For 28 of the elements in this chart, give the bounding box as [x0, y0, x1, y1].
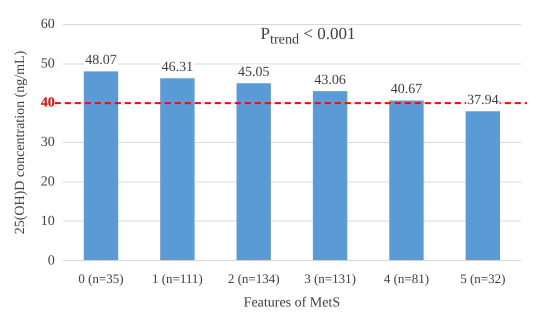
- data-label: 37.94: [467, 92, 499, 108]
- x-tick-label: 0 (n=35): [78, 270, 124, 286]
- bar: [312, 91, 348, 260]
- data-label: 46.31: [162, 60, 194, 75]
- x-axis-title: Features of MetS: [244, 295, 340, 310]
- y-tick-label: 20: [40, 174, 55, 190]
- annotation: P$_{trend}$ < 0.001: [260, 24, 356, 48]
- x-tick-label: 3 (n=131): [304, 270, 356, 286]
- y-tick-label: 30: [40, 135, 55, 150]
- bar: [389, 100, 424, 260]
- y-tick-label: 0: [48, 253, 55, 268]
- y-tick-label: 50: [40, 56, 55, 72]
- bar: [84, 71, 118, 260]
- y-axis-title: 25(OH)D concentration (ng/mL): [13, 50, 28, 234]
- y-tick-label: 10: [40, 214, 55, 229]
- bar: [466, 111, 500, 260]
- bar: [236, 83, 271, 260]
- bar: [160, 78, 195, 260]
- y-tick-label: 60: [40, 17, 55, 32]
- data-label: 48.07: [85, 53, 117, 68]
- y-tick-label: 40: [40, 96, 55, 111]
- x-tick-label: 5 (n=32): [460, 270, 506, 286]
- x-tick-label: 1 (n=111): [152, 270, 203, 286]
- x-tick-label: 4 (n=81): [384, 270, 430, 286]
- data-label: 45.05: [238, 64, 270, 80]
- x-tick-label: 2 (n=134): [228, 270, 280, 286]
- data-label: 43.06: [314, 72, 346, 88]
- data-label: 40.67: [390, 82, 422, 98]
